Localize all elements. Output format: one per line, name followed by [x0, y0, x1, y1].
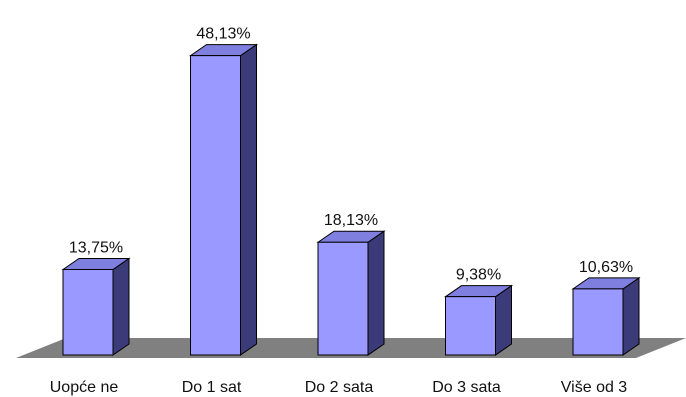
category-labels-group: Uopće ne Do 1 sat Do 2 sata Do 3 sata Više o…	[50, 379, 628, 396]
bar-front	[572, 288, 624, 356]
category-label: Do 2 sata	[305, 379, 374, 396]
bar	[61, 257, 131, 356]
value-label: 18,13%	[324, 212, 378, 229]
bar-front	[445, 296, 496, 356]
value-labels-group: 13,75% 48,13% 18,13% 9,38% 10,63%	[69, 26, 633, 284]
category-label: Do 3 sata	[432, 379, 501, 396]
bar-front	[62, 268, 114, 356]
bar-front	[317, 241, 369, 356]
value-label: 9,38%	[456, 267, 501, 284]
value-label: 13,75%	[69, 239, 123, 256]
bar-side	[112, 257, 130, 356]
bar	[316, 230, 386, 356]
bar	[443, 284, 514, 356]
bar-side	[240, 43, 257, 356]
category-label: Uopće ne	[50, 379, 119, 396]
bar-front	[190, 55, 241, 356]
category-label: Više od 3	[561, 379, 628, 396]
bars-group	[61, 43, 641, 356]
bar-side	[495, 284, 512, 356]
value-label: 10,63%	[579, 259, 633, 276]
value-label: 48,13%	[196, 26, 250, 43]
bar-side	[622, 276, 640, 356]
bar	[188, 43, 259, 356]
bar-side	[367, 230, 385, 356]
category-label: Do 1 sat	[182, 379, 242, 396]
bar	[571, 276, 641, 356]
